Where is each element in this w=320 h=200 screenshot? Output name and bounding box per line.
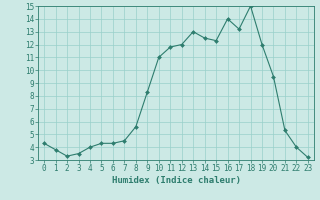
X-axis label: Humidex (Indice chaleur): Humidex (Indice chaleur): [111, 176, 241, 185]
